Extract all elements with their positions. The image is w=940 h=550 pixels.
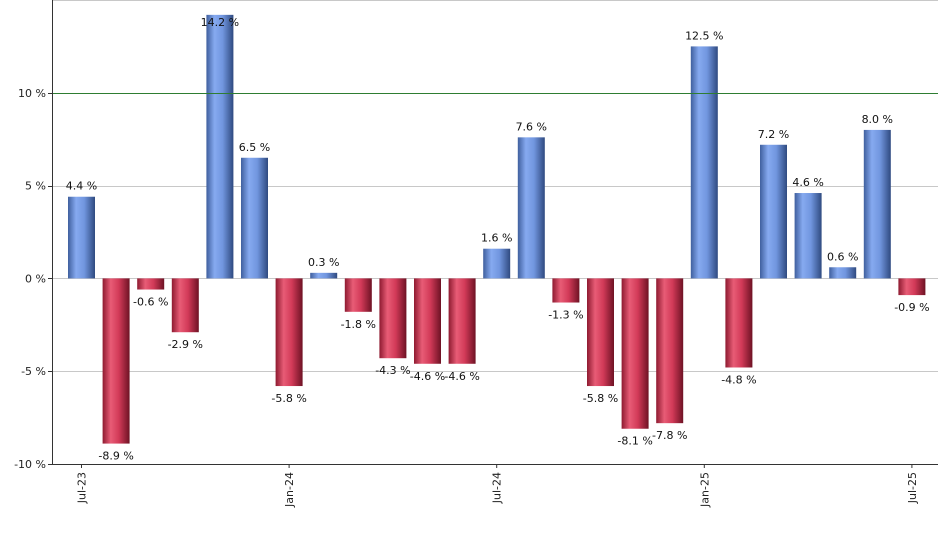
data-label: -4.6 % (444, 370, 479, 383)
axes-group (48, 0, 938, 468)
x-tick-label: Jul-24 (491, 472, 504, 504)
bars-group (68, 14, 926, 444)
bar-Jul-24 (483, 248, 511, 279)
data-label: -5.8 % (583, 392, 618, 405)
data-label: 7.2 % (758, 128, 789, 141)
x-axis-tick-labels: Jul-23 Jan-24 Jul-24 Jan-25 Jul-25 (76, 472, 919, 508)
data-label: -5.8 % (271, 392, 306, 405)
data-label: 14.2 % (201, 16, 239, 29)
bar-Oct-24 (587, 278, 614, 387)
data-label: -0.9 % (894, 301, 929, 314)
data-label: -1.3 % (548, 309, 583, 322)
x-tick-label: Jul-25 (906, 472, 919, 504)
bar-Jun-25 (863, 129, 891, 279)
data-label: 0.3 % (308, 256, 339, 269)
data-labels: 4.4 % -8.9 % -0.6 % -2.9 % 14.2 % 6.5 % -5.8 %… (66, 16, 930, 463)
data-label: -4.6 % (410, 370, 445, 383)
bar-Nov-24 (621, 278, 649, 429)
data-label: 1.6 % (481, 232, 512, 245)
bar-Aug-23 (102, 278, 130, 444)
data-label: 4.4 % (66, 180, 97, 193)
data-label: -8.9 % (98, 450, 133, 463)
bar-Jul-25 (898, 278, 926, 296)
data-label: -4.3 % (375, 364, 410, 377)
x-tick-label: Jan-24 (283, 472, 296, 508)
bar-Mar-24 (344, 278, 372, 312)
y-tick-label: -5 % (21, 365, 46, 378)
data-label: 6.5 % (239, 141, 270, 154)
bar-Feb-24 (310, 272, 338, 279)
y-tick-label: 10 % (18, 87, 46, 100)
bar-Apr-25 (794, 193, 822, 279)
bar-May-24 (414, 278, 441, 364)
bar-Apr-24 (379, 278, 407, 359)
data-label: -8.1 % (617, 435, 652, 448)
data-label: -4.8 % (721, 373, 756, 386)
data-label: -7.8 % (652, 429, 687, 442)
y-tick-label: -10 % (14, 458, 46, 471)
x-tick-label: Jul-23 (76, 472, 89, 504)
bar-Feb-25 (725, 278, 753, 368)
bar-Jan-24 (275, 278, 303, 387)
data-label: -2.9 % (168, 338, 203, 351)
data-label: -1.8 % (341, 318, 376, 331)
bar-Jan-25 (690, 46, 718, 279)
data-label: 4.6 % (792, 176, 823, 189)
bar-Dec-23 (241, 157, 268, 279)
y-tick-label: 0 % (25, 272, 46, 285)
bar-Jul-23 (68, 196, 95, 279)
bar-Nov-23 (206, 14, 234, 279)
bar-Sep-24 (552, 278, 580, 303)
bar-Jun-24 (448, 278, 476, 364)
bar-May-25 (829, 267, 857, 279)
data-label: 0.6 % (827, 250, 858, 263)
y-axis-tick-labels: -10 % -5 % 0 % 5 % 10 % (14, 87, 46, 471)
bar-Mar-25 (760, 144, 787, 279)
bar-Dec-24 (656, 278, 684, 424)
bar-Aug-24 (517, 137, 545, 279)
x-tick-label: Jan-25 (698, 472, 711, 508)
bar-Sep-23 (137, 278, 165, 290)
bar-Oct-23 (171, 278, 199, 333)
y-tick-label: 5 % (25, 180, 46, 193)
data-label: -0.6 % (133, 296, 168, 309)
data-label: 12.5 % (685, 29, 723, 42)
data-label: 7.6 % (516, 120, 547, 133)
data-label: 8.0 % (862, 113, 893, 126)
grid-lines (52, 0, 938, 372)
